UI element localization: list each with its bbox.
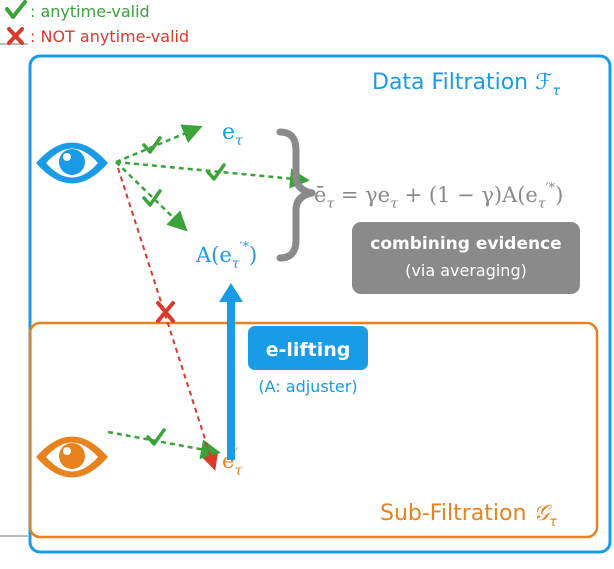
e-lifting-subtitle: (A: adjuster) <box>258 377 357 396</box>
combining-evidence-subtitle: (via averaging) <box>405 261 527 280</box>
invalid-arrow <box>117 167 218 471</box>
checkmark-icon <box>142 136 162 154</box>
arrow-checks <box>142 136 226 446</box>
node-e-lifted: A(eτ′*) <box>195 240 257 272</box>
lifting-arrow <box>219 283 243 460</box>
checkmark-icon <box>206 163 226 181</box>
legend-valid-label: : anytime-valid <box>30 2 150 21</box>
arrow-to-e-main <box>115 124 203 164</box>
sub-filtration-label: Sub-Filtration 𝒢τ <box>380 501 557 530</box>
observer-eye-icon <box>36 142 108 184</box>
data-filtration-region <box>28 54 612 554</box>
cross-icon <box>156 301 175 323</box>
sub-observer-eye-icon <box>36 436 108 478</box>
combined-formula: ēτ = γeτ + (1 − γ)A(eτ′*) <box>314 181 563 212</box>
e-lifting-title: e-lifting <box>266 339 351 361</box>
arrow-sub-to-e-sub <box>107 430 221 460</box>
combining-evidence-title: combining evidence <box>370 234 561 254</box>
valid-arrows <box>107 124 310 460</box>
combine-brace <box>276 128 316 262</box>
data-filtration-label: Data Filtration ℱτ <box>372 70 560 99</box>
legend-invalid-label: : NOT anytime-valid <box>30 27 189 46</box>
e-lifting-box: e-lifting <box>248 326 368 370</box>
node-e-main: eτ <box>222 120 243 149</box>
cross-icon <box>7 27 24 45</box>
sub-filtration-region <box>28 321 599 539</box>
combining-evidence-box: combining evidence (via averaging) <box>352 222 580 294</box>
arrow-to-e-lifted <box>115 161 188 232</box>
checkmark-icon <box>142 189 162 207</box>
legend: : anytime-valid : NOT anytime-valid <box>5 0 189 46</box>
arrow-to-combined <box>115 160 310 189</box>
checkmark-icon <box>146 428 166 446</box>
checkmark-icon <box>5 0 27 19</box>
